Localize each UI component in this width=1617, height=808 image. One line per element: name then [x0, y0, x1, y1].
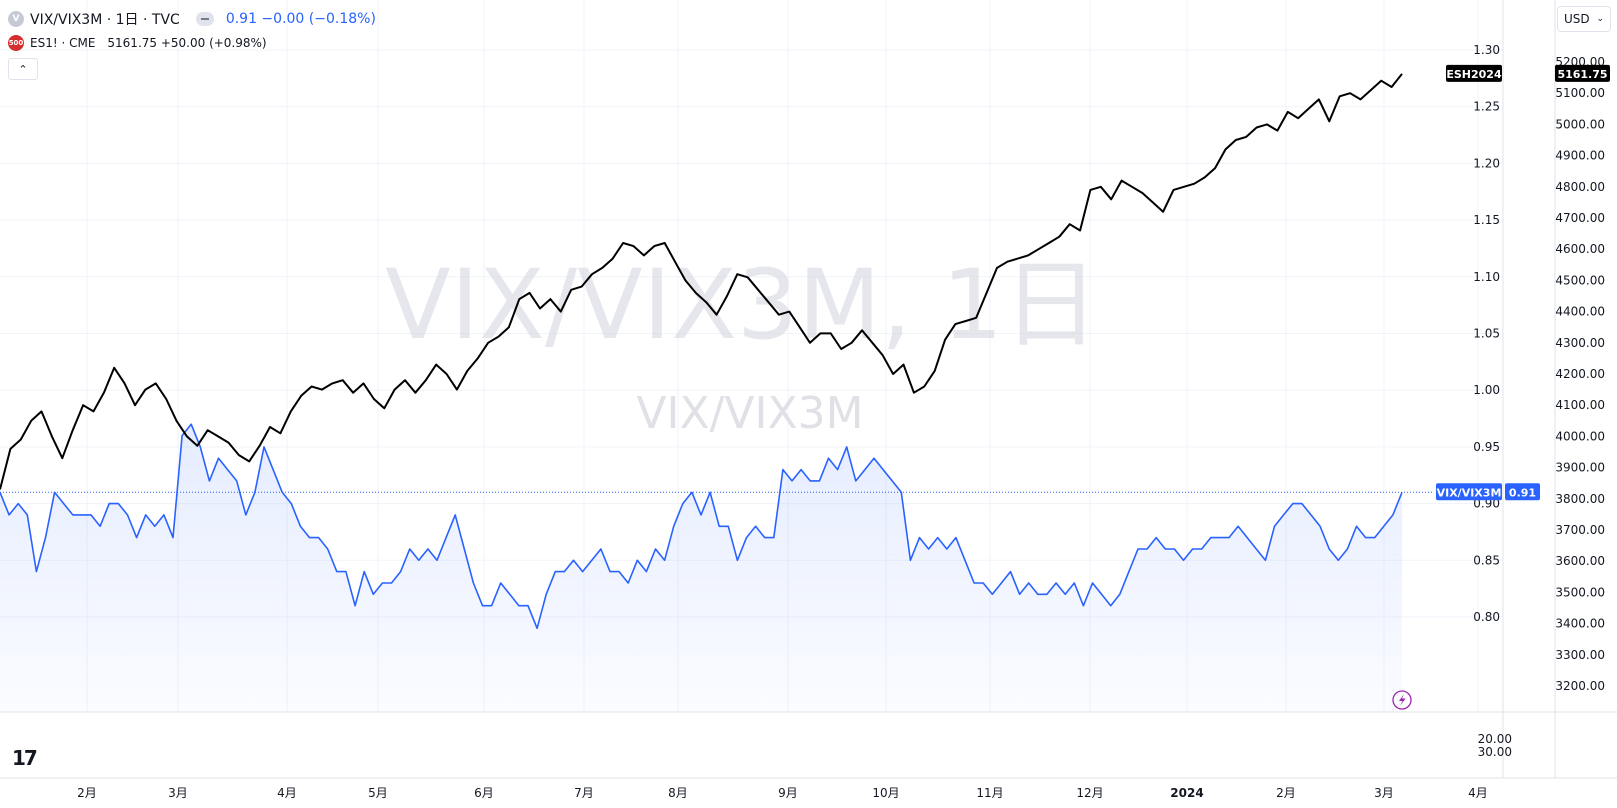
time-axis: 2月 3月 4月 5月 6月 7月 8月 9月 10月 11月 12月 2024 2月 3月 4月 [77, 786, 1488, 800]
lower-pane: 20.00 30.00 [1478, 732, 1512, 759]
time-axis-tick: 8月 [668, 786, 688, 800]
tradingview-logo-icon[interactable]: 17 [12, 746, 38, 770]
legend-compare-symbol: ES1! · CME [30, 36, 96, 50]
time-axis-tick: 2月 [77, 786, 97, 800]
lower-pane-label-20: 20.00 [1478, 732, 1512, 746]
time-axis-tick: 10月 [872, 786, 899, 800]
right-axis-tick: 3700.00 [1555, 523, 1605, 537]
right-axis-tick: 3500.00 [1555, 585, 1605, 599]
time-axis-tick: 6月 [474, 786, 494, 800]
right-axis-tick: 5000.00 [1555, 117, 1605, 131]
right-axis-tick: 4700.00 [1555, 211, 1605, 225]
left-axis-tick: 1.25 [1473, 100, 1500, 114]
legend-collapse-button[interactable]: ⌃ [8, 58, 38, 80]
right-axis-tick: 3200.00 [1555, 679, 1605, 693]
lightning-icon[interactable] [1392, 690, 1412, 710]
vix-symbol-label: VIX/VIX3M [1437, 486, 1502, 499]
right-axis-tick: 3600.00 [1555, 554, 1605, 568]
time-axis-tick: 2024 [1170, 786, 1203, 800]
left-axis-tick: 1.10 [1473, 270, 1500, 284]
chart-watermark: VIX/VIX3M, 1日 VIX/VIX3M [385, 249, 1099, 439]
es-last-label-bg [1555, 64, 1610, 82]
legend-compare-values: 5161.75 +50.00 (+0.98%) [107, 36, 267, 50]
right-axis-tick: 4400.00 [1555, 305, 1605, 319]
es-symbol-label: ESH2024 [1446, 68, 1502, 81]
right-axis-tick: 4200.00 [1555, 367, 1605, 381]
time-axis-tick: 11月 [976, 786, 1003, 800]
visibility-toggle-icon[interactable] [195, 12, 214, 26]
series-layer [0, 73, 1432, 630]
time-axis-tick: 3月 [168, 786, 188, 800]
watermark-main: VIX/VIX3M, 1日 [385, 249, 1099, 361]
currency-selector[interactable]: USD ⌄ [1557, 6, 1611, 32]
vix-symbol-label-bg [1436, 483, 1502, 501]
time-axis-tick: 5月 [368, 786, 388, 800]
chevron-up-icon: ⌃ [18, 62, 28, 76]
vix-last-label: 0.91 [1509, 486, 1536, 499]
chevron-down-icon: ⌄ [1596, 14, 1604, 24]
legend-main-symbol: VIX/VIX3M · 1日 · TVC [30, 12, 180, 28]
last-price-labels: ESH2024 5161.75 VIX/VIX3M 0.91 [1436, 64, 1610, 501]
time-axis-tick: 12月 [1076, 786, 1103, 800]
lower-pane-label-30: 30.00 [1478, 745, 1512, 759]
legend-compare[interactable]: 500 ES1! · CME 5161.75 +50.00 (+0.98%) [8, 35, 267, 51]
time-axis-tick: 4月 [277, 786, 297, 800]
left-axis-tick: 1.15 [1473, 213, 1500, 227]
es-last-label: 5161.75 [1557, 68, 1607, 81]
es-symbol-label-bg [1446, 64, 1502, 82]
left-axis-tick: 0.95 [1473, 440, 1500, 454]
left-axis-tick: 1.30 [1473, 43, 1500, 57]
legend-main-values: 0.91 −0.00 (−0.18%) [225, 11, 376, 27]
vix-area-layer [0, 424, 1402, 712]
left-axis-tick: 1.05 [1473, 327, 1500, 341]
right-price-axis: 5200.005100.005000.004900.004800.004700.… [1555, 55, 1605, 693]
currency-label: USD [1564, 12, 1590, 26]
right-axis-tick: 3800.00 [1555, 492, 1605, 506]
time-axis-tick: 4月 [1468, 786, 1488, 800]
sp500-logo-icon: 500 [8, 35, 24, 51]
right-axis-tick: 4600.00 [1555, 242, 1605, 256]
right-axis-tick: 4500.00 [1555, 273, 1605, 287]
vix-last-label-bg [1505, 483, 1540, 501]
right-axis-tick: 4100.00 [1555, 398, 1605, 412]
symbol-logo-icon: V [8, 11, 24, 27]
left-axis-tick: 0.85 [1473, 553, 1500, 567]
right-axis-tick: 3400.00 [1555, 617, 1605, 631]
left-price-axis: 1.301.251.201.151.101.051.000.950.900.85… [1473, 43, 1500, 624]
right-axis-tick: 3900.00 [1555, 461, 1605, 475]
right-axis-tick: 5100.00 [1555, 86, 1605, 100]
right-axis-tick: 4300.00 [1555, 336, 1605, 350]
right-axis-tick: 4900.00 [1555, 149, 1605, 163]
watermark-sub: VIX/VIX3M [636, 388, 863, 439]
time-axis-tick: 7月 [574, 786, 594, 800]
vix-area-fill [0, 424, 1402, 712]
right-axis-tick: 3300.00 [1555, 648, 1605, 662]
time-axis-tick: 9月 [778, 786, 798, 800]
vix-series-line [0, 423, 1403, 630]
left-axis-tick: 1.00 [1473, 383, 1500, 397]
left-axis-tick: 1.20 [1473, 156, 1500, 170]
right-axis-tick: 4800.00 [1555, 180, 1605, 194]
legend-main[interactable]: V VIX/VIX3M · 1日 · TVC 0.91 −0.00 (−0.18… [8, 9, 376, 29]
time-axis-tick: 3月 [1374, 786, 1394, 800]
right-axis-tick: 4000.00 [1555, 429, 1605, 443]
time-axis-tick: 2月 [1276, 786, 1296, 800]
pane-dividers [0, 0, 1617, 779]
es-series-line [0, 73, 1403, 490]
left-axis-tick: 0.80 [1473, 610, 1500, 624]
